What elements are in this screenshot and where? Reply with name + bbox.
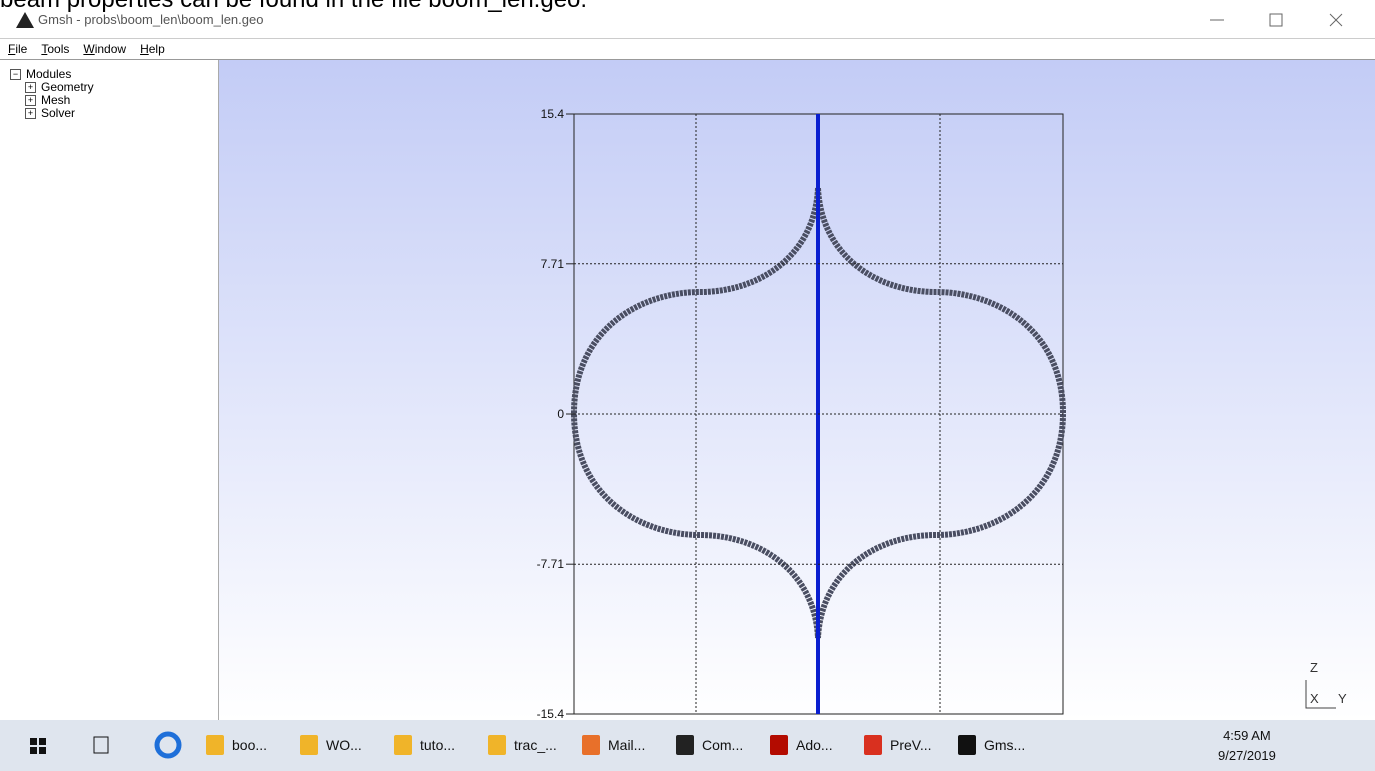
app-label: trac_... (514, 737, 557, 753)
y-tick-label: 0 (557, 407, 564, 421)
tree-panel (0, 60, 219, 720)
tree-node[interactable]: + Solver (10, 107, 94, 120)
app-label: Ado... (796, 737, 833, 753)
viewport (219, 60, 1375, 720)
app-icon (582, 735, 600, 755)
module-tree: − Modules + Geometry + Mesh + Solver (10, 68, 94, 120)
app-icon (300, 735, 318, 755)
taskbar-item[interactable]: Ado... (770, 735, 833, 755)
taskbar-item[interactable]: WO... (300, 735, 362, 755)
taskbar-item[interactable]: PreV... (864, 735, 932, 755)
axis-label: X (1310, 691, 1319, 706)
taskbar-item[interactable]: boo... (206, 735, 267, 755)
tree-label: Modules (26, 67, 72, 81)
y-tick-label: -15.4 (537, 707, 565, 720)
app-icon (958, 735, 976, 755)
tree-label: Solver (41, 106, 76, 120)
app-label: Com... (702, 737, 744, 753)
menu-bar: File Tools Window Help (8, 42, 165, 56)
app-icon (770, 735, 788, 755)
app-label: PreV... (890, 737, 932, 753)
taskbar-item[interactable]: Gms... (958, 735, 1025, 755)
menu-item[interactable]: Tools (41, 42, 70, 56)
y-tick-label: -7.71 (537, 557, 565, 571)
caption-text: beam properties can be found in the file… (0, 0, 587, 14)
app-icon (206, 735, 224, 755)
app-label: tuto... (420, 737, 456, 753)
y-tick-label: 7.71 (541, 257, 565, 271)
expander: − (10, 69, 21, 81)
tree-label: Mesh (41, 93, 71, 107)
expander: + (25, 82, 36, 94)
taskbar-item[interactable]: trac_... (488, 735, 557, 755)
app-label: Gms... (984, 737, 1026, 753)
tree-node[interactable]: − Modules (10, 68, 94, 81)
clock: 4:59 AM 9/27/2019 (1218, 726, 1276, 766)
app-label: boo... (232, 737, 268, 753)
app-label: WO... (326, 737, 362, 753)
app-icon (394, 735, 412, 755)
app-icon (676, 735, 694, 755)
expander: + (25, 108, 36, 120)
time: 4:59 AM (1223, 728, 1271, 743)
mesh-plot: 15.4 7.71 0 -7.71 -15.4 Z X Y (537, 107, 1347, 720)
menu-item[interactable]: Help (140, 42, 165, 56)
y-tick-label: 15.4 (541, 107, 565, 121)
window-title: Gmsh - probs\boom_len\boom_len.geo (38, 12, 264, 27)
tree-label: Geometry (41, 80, 94, 94)
app-icon (488, 735, 506, 755)
app-icon (864, 735, 882, 755)
taskbar-start[interactable] (0, 720, 200, 771)
tree-node[interactable]: + Mesh (10, 94, 94, 107)
axis-triad (1305, 680, 1336, 709)
menu-item[interactable]: Window (83, 42, 127, 56)
axis-label: Y (1338, 691, 1347, 706)
menu-item[interactable]: File (8, 42, 28, 56)
app-icon (16, 12, 34, 28)
app-label: Mail... (608, 737, 646, 753)
expander: + (25, 95, 36, 107)
divider (0, 38, 1375, 39)
taskbar-item[interactable]: tuto... (394, 735, 455, 755)
date: 9/27/2019 (1218, 748, 1276, 763)
axis-label: Z (1310, 660, 1318, 675)
taskbar-item[interactable]: Mail... (582, 735, 645, 755)
divider (0, 59, 1375, 60)
taskbar-item[interactable]: Com... (676, 735, 743, 755)
window-controls[interactable] (1200, 6, 1375, 34)
tree-node[interactable]: + Geometry (10, 81, 94, 94)
